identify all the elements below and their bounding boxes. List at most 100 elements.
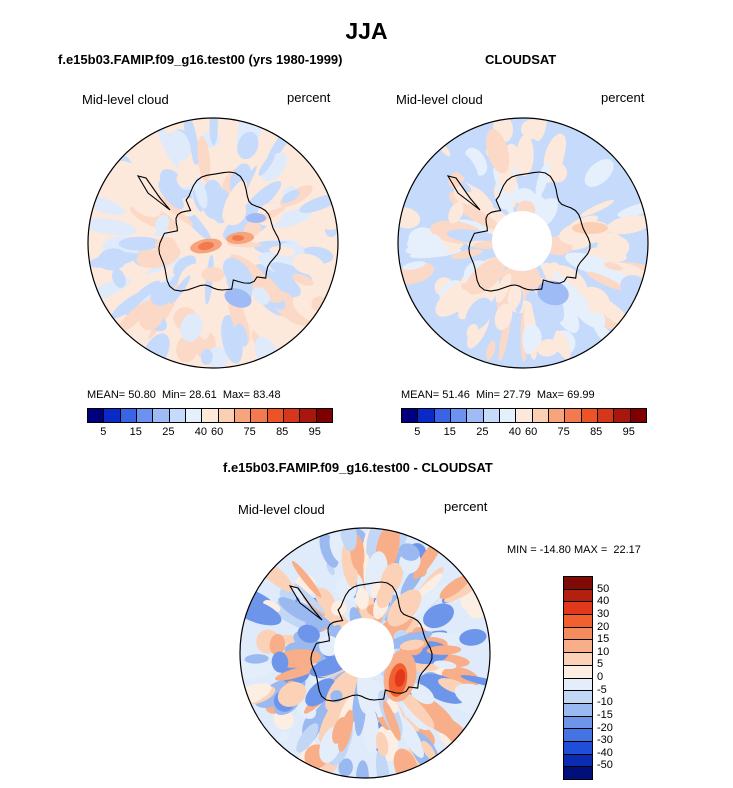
field-contour: [554, 330, 571, 360]
panel3-colorbar-swatch: [564, 627, 592, 641]
field-contour: [167, 130, 191, 161]
field-contour: [537, 280, 569, 306]
field-contour: [129, 193, 162, 218]
field-contour: [329, 532, 346, 562]
field-contour: [297, 624, 320, 643]
field-contour: [496, 194, 510, 210]
field-contour: [399, 639, 425, 651]
panel3-colorbar-swatch: [564, 729, 592, 742]
field-contour: [111, 290, 148, 319]
panel3-colorbar: [563, 576, 593, 780]
field-contour: [201, 267, 225, 283]
panel1-polar-map: [87, 117, 339, 369]
field-contour: [269, 634, 286, 656]
field-contour: [332, 717, 347, 744]
panel1-colorbar-tick-label: 25: [162, 426, 175, 438]
field-contour: [448, 202, 464, 224]
field-contour: [207, 346, 228, 368]
field-contour: [450, 249, 483, 259]
field-contour: [398, 543, 420, 561]
field-contour: [485, 340, 496, 360]
field-contour: [274, 665, 318, 681]
field-contour: [617, 200, 648, 218]
panel1-colorbar-tick-label: 85: [276, 426, 289, 438]
field-contour: [292, 253, 324, 275]
panel1-colorbar-swatch: [104, 409, 121, 422]
panel2-title: CLOUDSAT: [485, 52, 557, 67]
panel1-mean: 50.80: [128, 389, 156, 401]
field-contour: [232, 235, 244, 241]
panel3-colorbar-tick-label: 20: [597, 620, 610, 633]
field-contour: [326, 561, 335, 576]
field-contour: [296, 723, 319, 753]
panel3-title: f.e15b03.FAMIP.f09_g16.test00 - CLOUDSAT: [223, 460, 493, 475]
field-contour: [376, 583, 393, 609]
field-contour: [197, 136, 211, 182]
panel3-colorbar-tick-label: 5: [597, 658, 604, 671]
panel2-variable-label: Mid-level cloud: [396, 92, 483, 107]
panel3-colorbar-tick-label: -40: [597, 746, 613, 759]
panel2-colorbar-tick-label: 60: [525, 426, 538, 438]
panel2-colorbar-swatch: [402, 409, 419, 422]
field-contour: [607, 215, 648, 235]
field-contour: [412, 695, 457, 736]
field-contour: [355, 760, 369, 778]
panel2-colorbar-tick-label: 85: [590, 426, 603, 438]
panel1-colorbar-tick-label: 75: [243, 426, 256, 438]
field-contour: [252, 287, 270, 305]
field-contour: [376, 749, 391, 778]
panel1-colorbar-swatch: [234, 409, 252, 422]
panel1-title: f.e15b03.FAMIP.f09_g16.test00 (yrs 1980-…: [58, 52, 343, 67]
field-contour: [552, 271, 590, 308]
panel1-colorbar-swatch: [283, 409, 301, 422]
field-contour: [271, 208, 312, 228]
field-contour: [269, 246, 296, 256]
field-contour: [340, 528, 357, 552]
field-contour: [291, 560, 322, 598]
panel3-colorbar-swatch: [564, 615, 592, 628]
field-contour: [338, 758, 353, 777]
panel3-colorbar-swatch: [564, 767, 592, 779]
panel1-units-label: percent: [287, 90, 331, 105]
panel3-colorbar-tick-label: 10: [597, 645, 610, 658]
field-contour: [458, 219, 490, 234]
field-contour: [150, 282, 175, 306]
field-contour: [580, 199, 615, 217]
field-contour: [586, 271, 624, 290]
field-contour: [246, 213, 266, 223]
panel2-colorbar: [401, 408, 647, 423]
field-contour: [319, 532, 339, 568]
panel1-colorbar-swatch: [202, 409, 219, 422]
field-contour: [281, 189, 300, 204]
panel1-colorbar-ticks: 5 15 25 40 60 75 85 95: [87, 426, 331, 440]
panel3-colorbar-swatch: [564, 602, 592, 616]
panel2-colorbar-swatch: [483, 409, 500, 422]
field-contour: [111, 167, 136, 189]
panel1-colorbar-swatch: [169, 409, 186, 422]
field-contour: [240, 683, 272, 707]
field-contour: [598, 267, 628, 283]
field-contour: [294, 583, 326, 615]
field-contour: [200, 348, 213, 365]
map-boundary: [239, 527, 491, 779]
field-contour: [118, 236, 161, 251]
panel3-colorbar-ticks: 50 40 30 20 15 10 5 0 -5 -10 -15 -20 -30 -40 -50: [597, 576, 637, 778]
field-contour: [192, 189, 203, 212]
field-contour: [421, 233, 442, 252]
panel1-colorbar-tick-label: 95: [308, 426, 321, 438]
panel3-colorbar-tick-label: -15: [597, 708, 613, 721]
panel2-stats: MEAN= 51.46 Min= 27.79 Max= 69.99: [401, 389, 595, 401]
field-contour: [299, 194, 338, 214]
field-contour: [180, 313, 203, 342]
panel2-colorbar-tick-label: 25: [476, 426, 489, 438]
panel3-colorbar-tick-label: 40: [597, 595, 610, 608]
field-contour: [494, 303, 513, 331]
panel3-colorbar-tick-label: 0: [597, 671, 604, 683]
field-contour: [271, 651, 289, 673]
field-contour: [234, 323, 248, 347]
field-contour: [240, 661, 274, 681]
field-contour: [523, 324, 542, 350]
field-contour: [459, 629, 487, 646]
panel2-colorbar-swatch: [418, 409, 435, 422]
field-contour: [507, 284, 522, 310]
